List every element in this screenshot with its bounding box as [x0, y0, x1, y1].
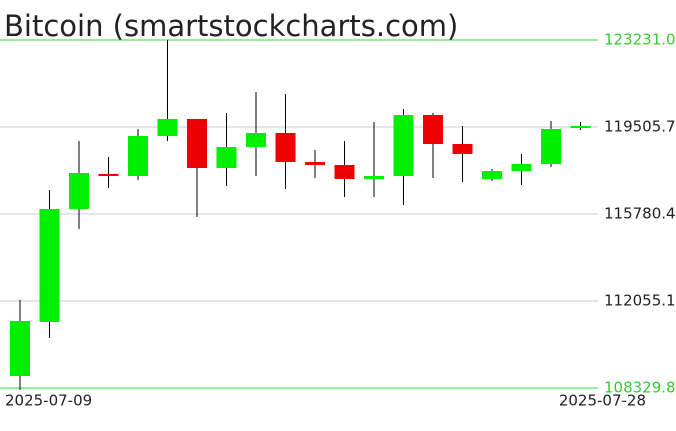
- candle-body: [69, 173, 89, 209]
- candle-body: [334, 164, 355, 180]
- candle-body: [364, 175, 384, 180]
- candle-body: [128, 135, 148, 176]
- y-tick-label: 115780.4: [604, 205, 676, 223]
- candle-body: [511, 163, 532, 171]
- candle-body: [570, 125, 591, 128]
- candle-body: [187, 118, 207, 169]
- y-tick-label: 119505.7: [604, 118, 676, 136]
- candle-body: [246, 132, 266, 147]
- candle-body: [157, 118, 178, 136]
- candle-body: [541, 129, 561, 164]
- x-tick-label: 2025-07-28: [559, 392, 646, 410]
- candle-body: [423, 114, 443, 144]
- candle-body: [39, 208, 60, 322]
- candle-body: [10, 320, 30, 376]
- y-tick-label: 108329.8: [604, 379, 676, 397]
- y-tick-label: 112055.1: [604, 292, 676, 310]
- candle-body: [275, 132, 296, 163]
- candle-body: [216, 146, 237, 169]
- candle-body: [452, 143, 473, 154]
- x-tick-label: 2025-07-09: [5, 392, 92, 410]
- candle-body: [98, 174, 119, 177]
- candle-body: [305, 162, 325, 165]
- candle-body: [482, 170, 502, 180]
- y-tick-label: 123231.0: [604, 31, 676, 49]
- candle-body: [393, 114, 414, 176]
- chart-title: Bitcoin (smartstockcharts.com): [4, 9, 458, 43]
